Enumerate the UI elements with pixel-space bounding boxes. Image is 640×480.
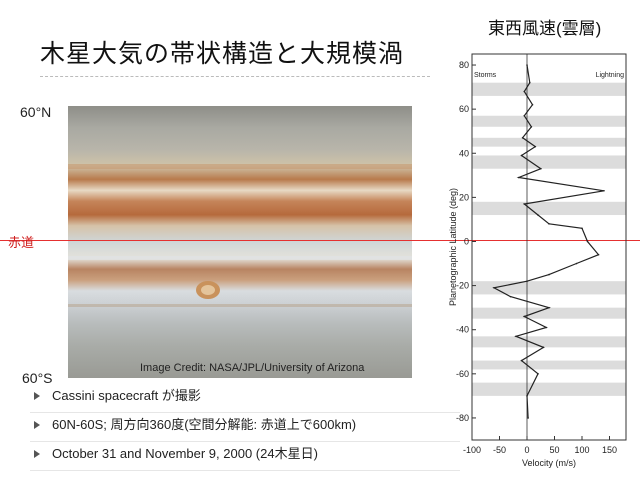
wind-profile-point xyxy=(597,253,600,256)
wind-profile-point xyxy=(548,306,550,309)
wind-profile-point xyxy=(542,346,545,349)
wind-profile-line xyxy=(492,64,605,418)
y-tick-label: -20 xyxy=(456,281,469,291)
slide-title: 木星大気の帯状構造と大規模渦 xyxy=(40,40,405,68)
zone-band xyxy=(472,336,626,348)
y-tick-label: 60 xyxy=(459,104,469,114)
equator-label: 赤道 xyxy=(8,235,35,250)
x-tick-label: 50 xyxy=(549,445,559,455)
bullet-item: October 31 and November 9, 2000 (24木星日) xyxy=(30,444,460,471)
bullet-list: Cassini spacecraft が撮影 60N-60S; 周方向360度(… xyxy=(30,386,460,473)
wind-profile-point xyxy=(517,176,520,179)
wind-profile-point xyxy=(575,262,578,265)
wind-profile-point xyxy=(526,395,528,397)
wind-profile-point xyxy=(520,359,523,362)
equator-line xyxy=(0,240,640,241)
wind-profile-point xyxy=(526,64,528,66)
wind-profile-point xyxy=(603,189,605,192)
y-tick-label: -40 xyxy=(456,325,469,335)
wind-profile-point xyxy=(509,295,512,298)
bullet-item: Cassini spacecraft が撮影 xyxy=(30,386,460,413)
wind-profile-point xyxy=(523,90,526,93)
bullet-item: 60N-60S; 周方向360度(空間分解能: 赤道上で600km) xyxy=(30,415,460,442)
wind-profile-point xyxy=(537,214,539,216)
zone-band xyxy=(472,155,626,169)
wind-profile-point xyxy=(531,103,534,106)
wind-profile-point xyxy=(548,223,550,225)
wind-profile-point xyxy=(523,203,526,205)
wind-profile-point xyxy=(539,167,542,170)
jupiter-map-image xyxy=(68,106,412,378)
wind-profile-point xyxy=(523,315,526,318)
bullet-triangle-icon xyxy=(34,421,40,429)
y-tick-label: 40 xyxy=(459,148,469,158)
bullet-triangle-icon xyxy=(34,450,40,458)
y-tick-label: -60 xyxy=(456,369,469,379)
zone-band xyxy=(472,201,626,216)
wind-profile-point xyxy=(527,417,529,419)
zone-band xyxy=(472,137,626,147)
wind-profile-point xyxy=(537,373,539,375)
zone-band xyxy=(472,307,626,319)
zone-band xyxy=(472,82,626,96)
chart-title: 東西風速(雲層) xyxy=(488,19,602,38)
lat-south-label: 60°S xyxy=(22,370,53,386)
y-tick-label: -80 xyxy=(456,413,469,423)
y-tick-label: 80 xyxy=(459,60,469,70)
wind-profile-point xyxy=(545,326,548,329)
legend-storms: Storms xyxy=(474,72,497,79)
x-tick-label: 150 xyxy=(602,445,617,455)
legend-lightning: Lightning xyxy=(596,72,625,79)
y-tick-label: 20 xyxy=(459,192,469,202)
image-credit: Image Credit: NASA/JPL/University of Ari… xyxy=(140,362,365,374)
bullet-triangle-icon xyxy=(34,392,40,400)
wind-profile-point xyxy=(530,125,533,128)
y-axis-label: Planetographic Latitude (deg) xyxy=(448,188,458,306)
zone-band xyxy=(472,115,626,127)
wind-profile-point xyxy=(581,227,583,230)
plot-frame xyxy=(471,53,627,441)
x-tick-label: -50 xyxy=(493,445,506,455)
wind-profile-point xyxy=(526,280,528,282)
x-tick-label: 100 xyxy=(574,445,589,455)
zone-band xyxy=(472,382,626,396)
wind-profile-point xyxy=(548,273,550,276)
title-divider xyxy=(40,76,430,77)
lat-north-label: 60°N xyxy=(20,104,52,120)
wind-speed-chart: 80 60 40 20 0 -20 -40 -60 -80 -100 -50 0 50 100 150 Vel… xyxy=(448,53,627,468)
zone-band xyxy=(472,360,626,370)
wind-profile-point xyxy=(520,154,523,157)
wind-profile-point xyxy=(493,287,495,289)
wind-profile-point xyxy=(521,137,524,139)
x-axis-label: Velocity (m/s) xyxy=(522,458,576,468)
wind-profile-point xyxy=(523,114,526,117)
wind-profile-point xyxy=(515,335,517,338)
wind-profile-point xyxy=(534,145,537,148)
x-tick-label: -100 xyxy=(463,445,481,455)
wind-profile-point xyxy=(528,81,531,84)
wind-profile-point xyxy=(586,240,589,243)
x-tick-label: 0 xyxy=(524,445,529,455)
y-tick-label: 0 xyxy=(464,236,469,246)
